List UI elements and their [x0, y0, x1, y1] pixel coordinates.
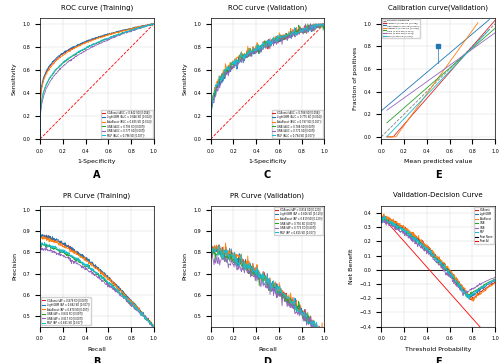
Title: ROC curve (Validation): ROC curve (Validation)	[228, 5, 307, 11]
Title: PR Curve (Training): PR Curve (Training)	[64, 192, 130, 199]
Text: A: A	[93, 170, 100, 180]
Legend: Perfectly Calibrated, XGBoost (0.183 SD [0.018]), LightGBM (0.243 SD [0.023]), A: Perfectly Calibrated, XGBoost (0.183 SD …	[382, 19, 420, 37]
Text: C: C	[264, 170, 271, 180]
Y-axis label: Sensitivity: Sensitivity	[12, 62, 17, 95]
X-axis label: Recall: Recall	[88, 347, 106, 352]
Title: Validation-Decision Curve: Validation-Decision Curve	[394, 192, 483, 198]
Legend: XGBoost (AUC = 0.842 SD [0.004]), LightGBM (AUC = 0.846 SD [0.004]), AdaBoost (A: XGBoost (AUC = 0.842 SD [0.004]), LightG…	[101, 110, 152, 138]
Title: ROC curve (Training): ROC curve (Training)	[61, 5, 133, 11]
Text: E: E	[435, 170, 442, 180]
Y-axis label: Sensitivity: Sensitivity	[182, 62, 188, 95]
Legend: XGBoost (AP = 0.879 SD [0.007]), LightGBM (AP = 0.882 SD [0.007]), AdaBoost (AP : XGBoost (AP = 0.879 SD [0.007]), LightGB…	[41, 297, 90, 326]
Legend: XGBoost (AP = 0.814 SD [0.120]), LightGBM (AP = 0.816 SD [0.120]), AdaBoost (AP : XGBoost (AP = 0.814 SD [0.120]), LightGB…	[274, 207, 323, 235]
Text: D: D	[264, 358, 272, 363]
Y-axis label: Precision: Precision	[12, 252, 17, 280]
Legend: XGBoost, LightGBM, AdaBoost, GNB, GNB, MLP, Treat None, Treat All: XGBoost, LightGBM, AdaBoost, GNB, GNB, M…	[474, 207, 494, 244]
Title: PR Curve (Validation): PR Curve (Validation)	[230, 192, 304, 199]
Text: F: F	[435, 358, 442, 363]
X-axis label: 1-Specificity: 1-Specificity	[78, 159, 116, 164]
X-axis label: Recall: Recall	[258, 347, 277, 352]
Y-axis label: Precision: Precision	[182, 252, 188, 280]
Title: Calibration curve(Validation): Calibration curve(Validation)	[388, 5, 488, 11]
Text: B: B	[93, 358, 100, 363]
Y-axis label: Net Benefit: Net Benefit	[349, 248, 354, 284]
X-axis label: 1-Specificity: 1-Specificity	[248, 159, 287, 164]
Y-axis label: Fraction of positives: Fraction of positives	[353, 47, 358, 110]
X-axis label: Mean predicted value: Mean predicted value	[404, 159, 472, 164]
X-axis label: Threshold Probability: Threshold Probability	[405, 347, 471, 352]
Legend: XGBoost (AUC = 0.788 SD [0.004]), LightGBM (AUC = 0.775 SD [0.004]), AdaBoost (A: XGBoost (AUC = 0.788 SD [0.004]), LightG…	[272, 110, 323, 138]
